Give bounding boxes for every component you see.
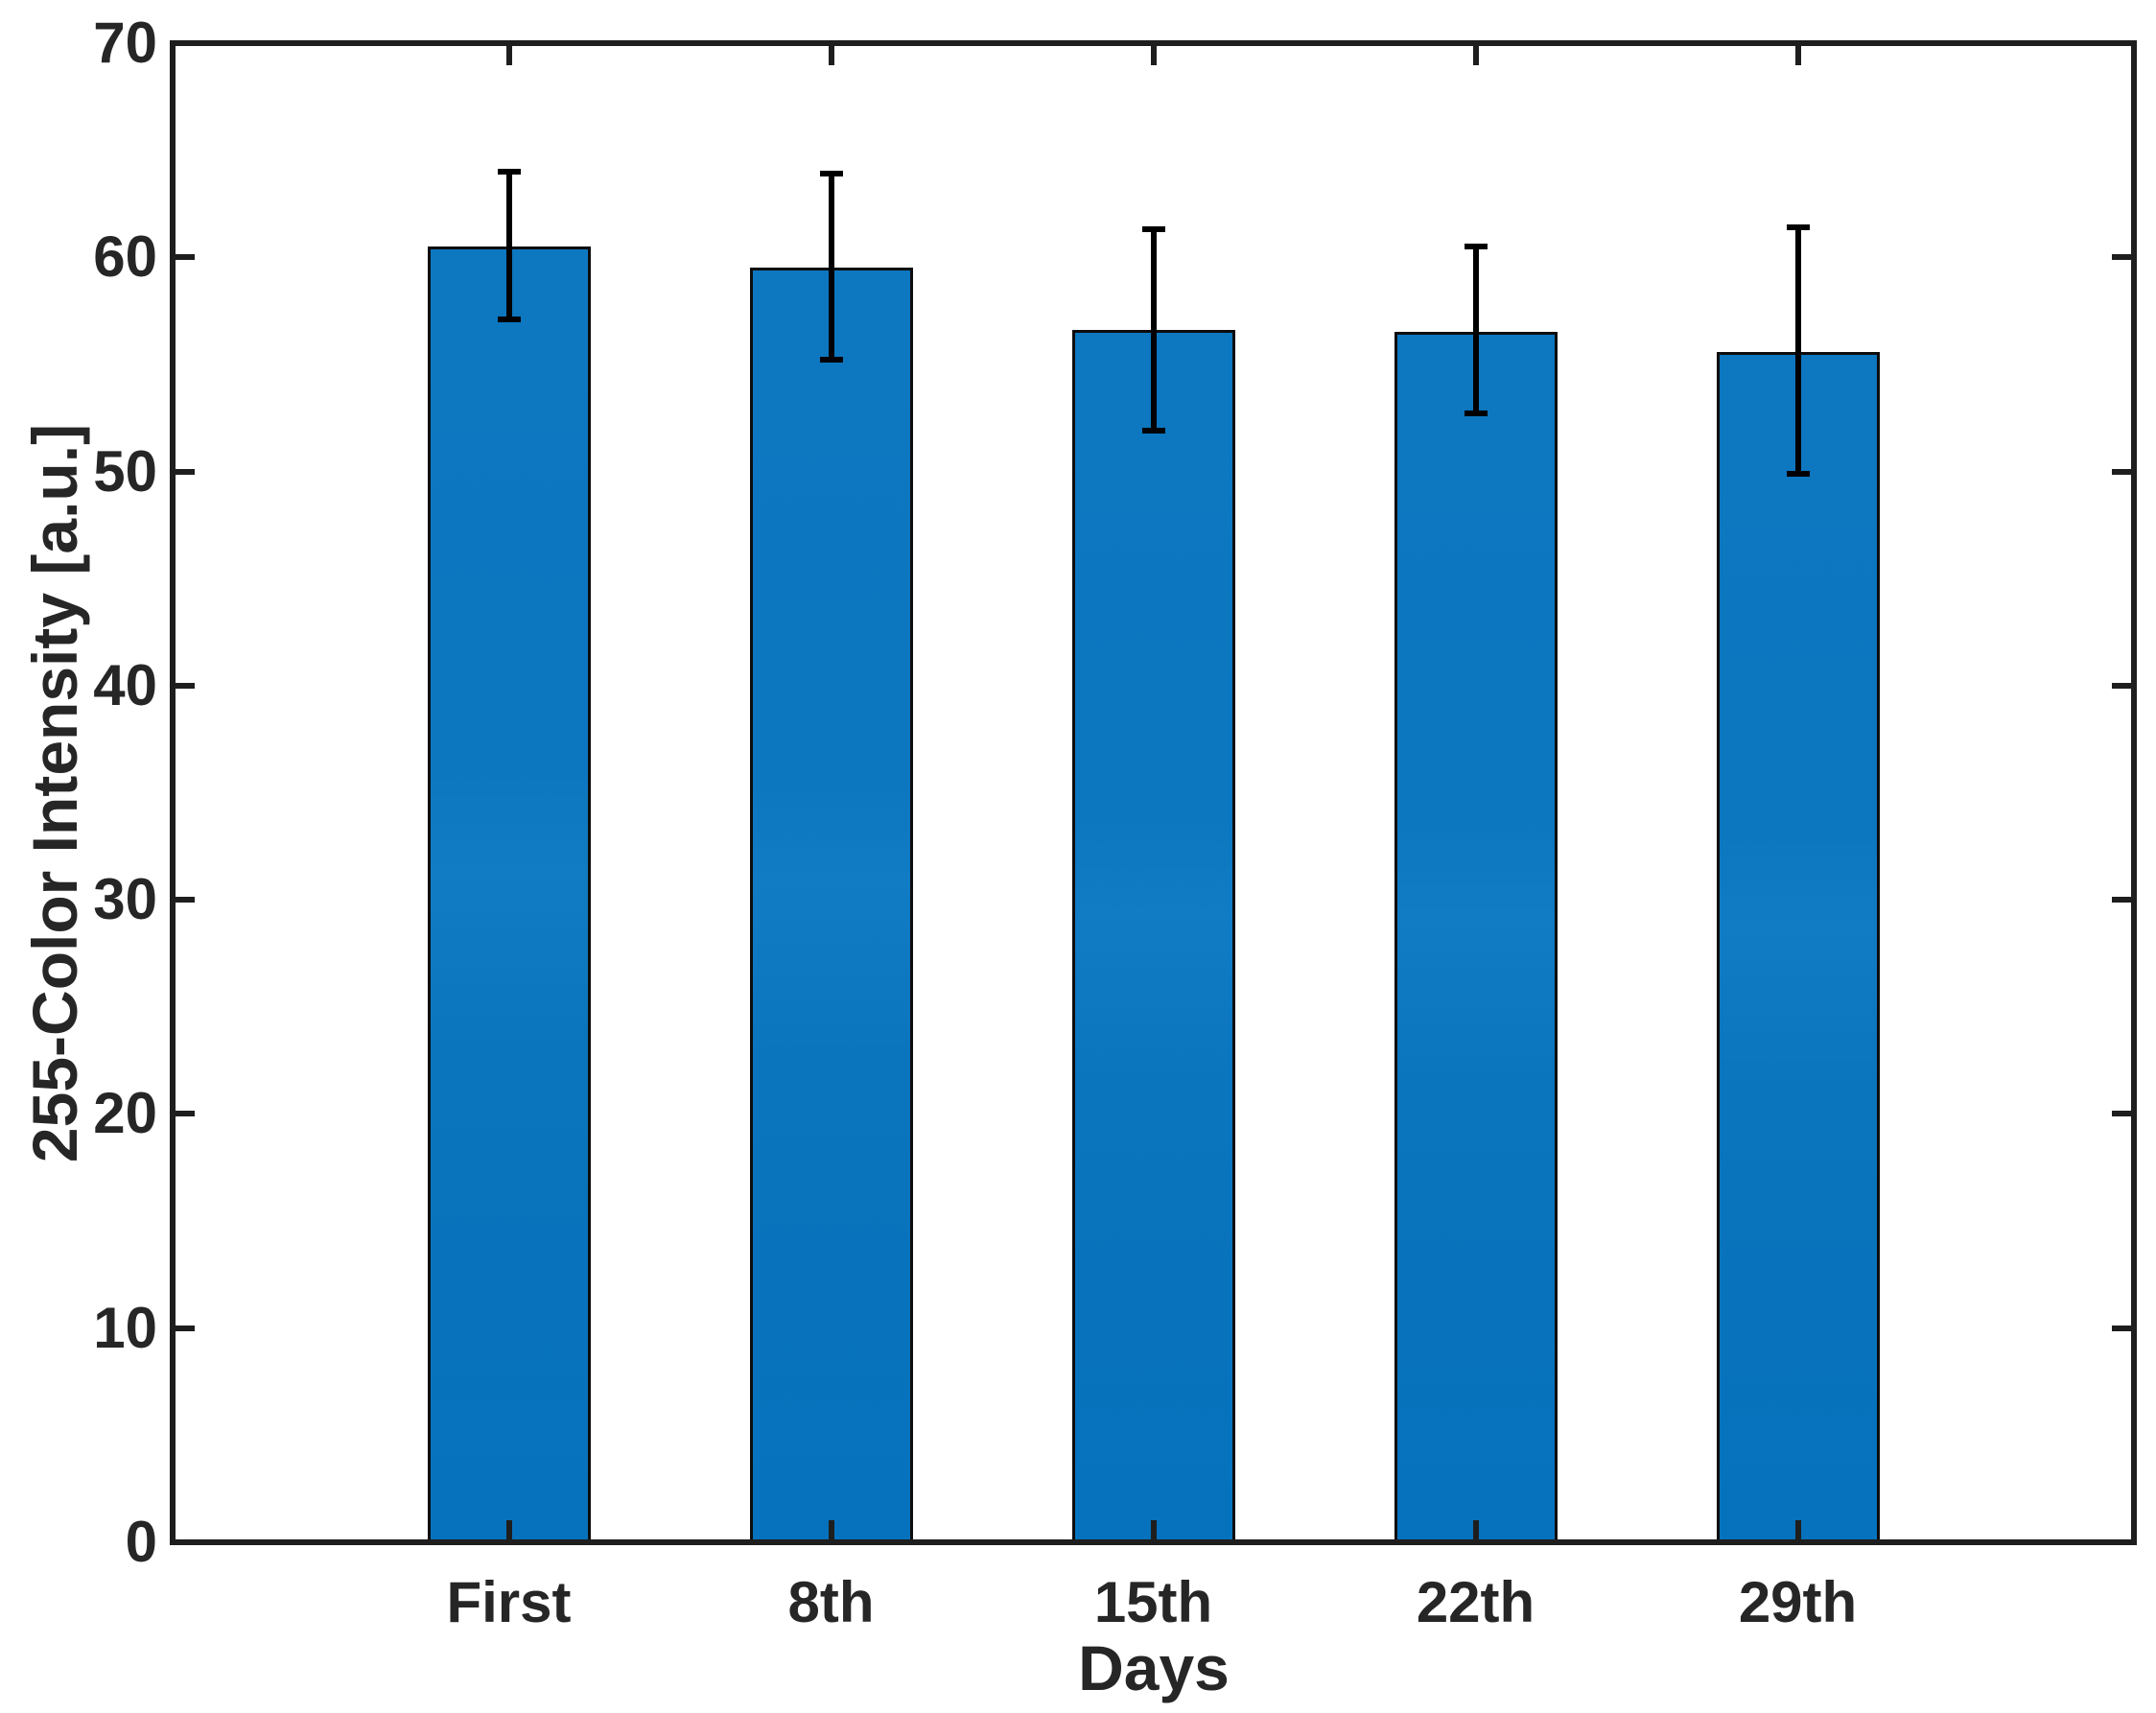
error-bar-cap-bottom [497,317,521,323]
error-bar-cap-top [497,168,521,175]
bar [1394,332,1558,1545]
error-bar-line [1794,227,1801,474]
x-tick-label: 22th [1416,1570,1535,1634]
y-tick-label: 40 [93,652,157,717]
y-tick-right [2112,682,2131,689]
y-tick-label: 60 [93,224,157,290]
x-tick-top [1150,46,1157,65]
error-bar-cap-bottom [1141,428,1165,434]
y-tick-right [2112,254,2131,261]
x-tick-label: First [446,1570,572,1634]
error-bar-cap-top [1464,244,1488,250]
y-tick-left [176,682,195,689]
x-tick-bottom [828,1520,834,1539]
y-tick-left [176,897,195,903]
error-bar-line [505,171,512,320]
x-tick-label: 29th [1738,1570,1858,1634]
error-bar-line [828,174,834,361]
error-bar-cap-top [1141,226,1165,233]
y-tick-left [176,1111,195,1117]
error-bar-cap-bottom [1786,470,1810,477]
y-tick-left [176,468,195,475]
x-tick-top [505,46,512,65]
y-tick-label: 70 [93,11,157,75]
x-tick-top [1794,46,1801,65]
x-axis-label: Days [1078,1632,1230,1703]
y-axis-label: 255-Color Intensity [a.u.] [19,423,90,1163]
x-tick-label: 8th [787,1570,875,1634]
y-tick-label: 50 [93,438,157,504]
x-tick-top [1472,46,1479,65]
x-tick-bottom [1794,1520,1801,1539]
error-bar-cap-top [1786,224,1810,231]
bar [427,246,591,1545]
x-tick-top [828,46,834,65]
y-tick-left [176,1325,195,1331]
bar [749,268,913,1545]
y-tick-label: 20 [93,1081,157,1146]
y-tick-label: 10 [93,1295,157,1360]
bar [1716,351,1880,1545]
y-tick-right [2112,1111,2131,1117]
bar [1071,330,1235,1545]
error-bar-cap-bottom [1464,411,1488,417]
x-tick-bottom [1150,1520,1157,1539]
y-tick-label: 30 [93,867,157,932]
y-tick-right [2112,1325,2131,1331]
x-tick-label: 15th [1093,1570,1213,1634]
y-tick-label: 0 [125,1510,157,1574]
x-tick-bottom [505,1520,512,1539]
error-bar-line [1472,246,1479,414]
y-tick-left [176,254,195,261]
y-tick-right [2112,897,2131,903]
error-bar-cap-top [819,171,843,177]
error-bar-line [1150,229,1157,432]
error-bar-cap-bottom [819,357,843,364]
x-tick-bottom [1472,1520,1479,1539]
y-tick-right [2112,468,2131,475]
